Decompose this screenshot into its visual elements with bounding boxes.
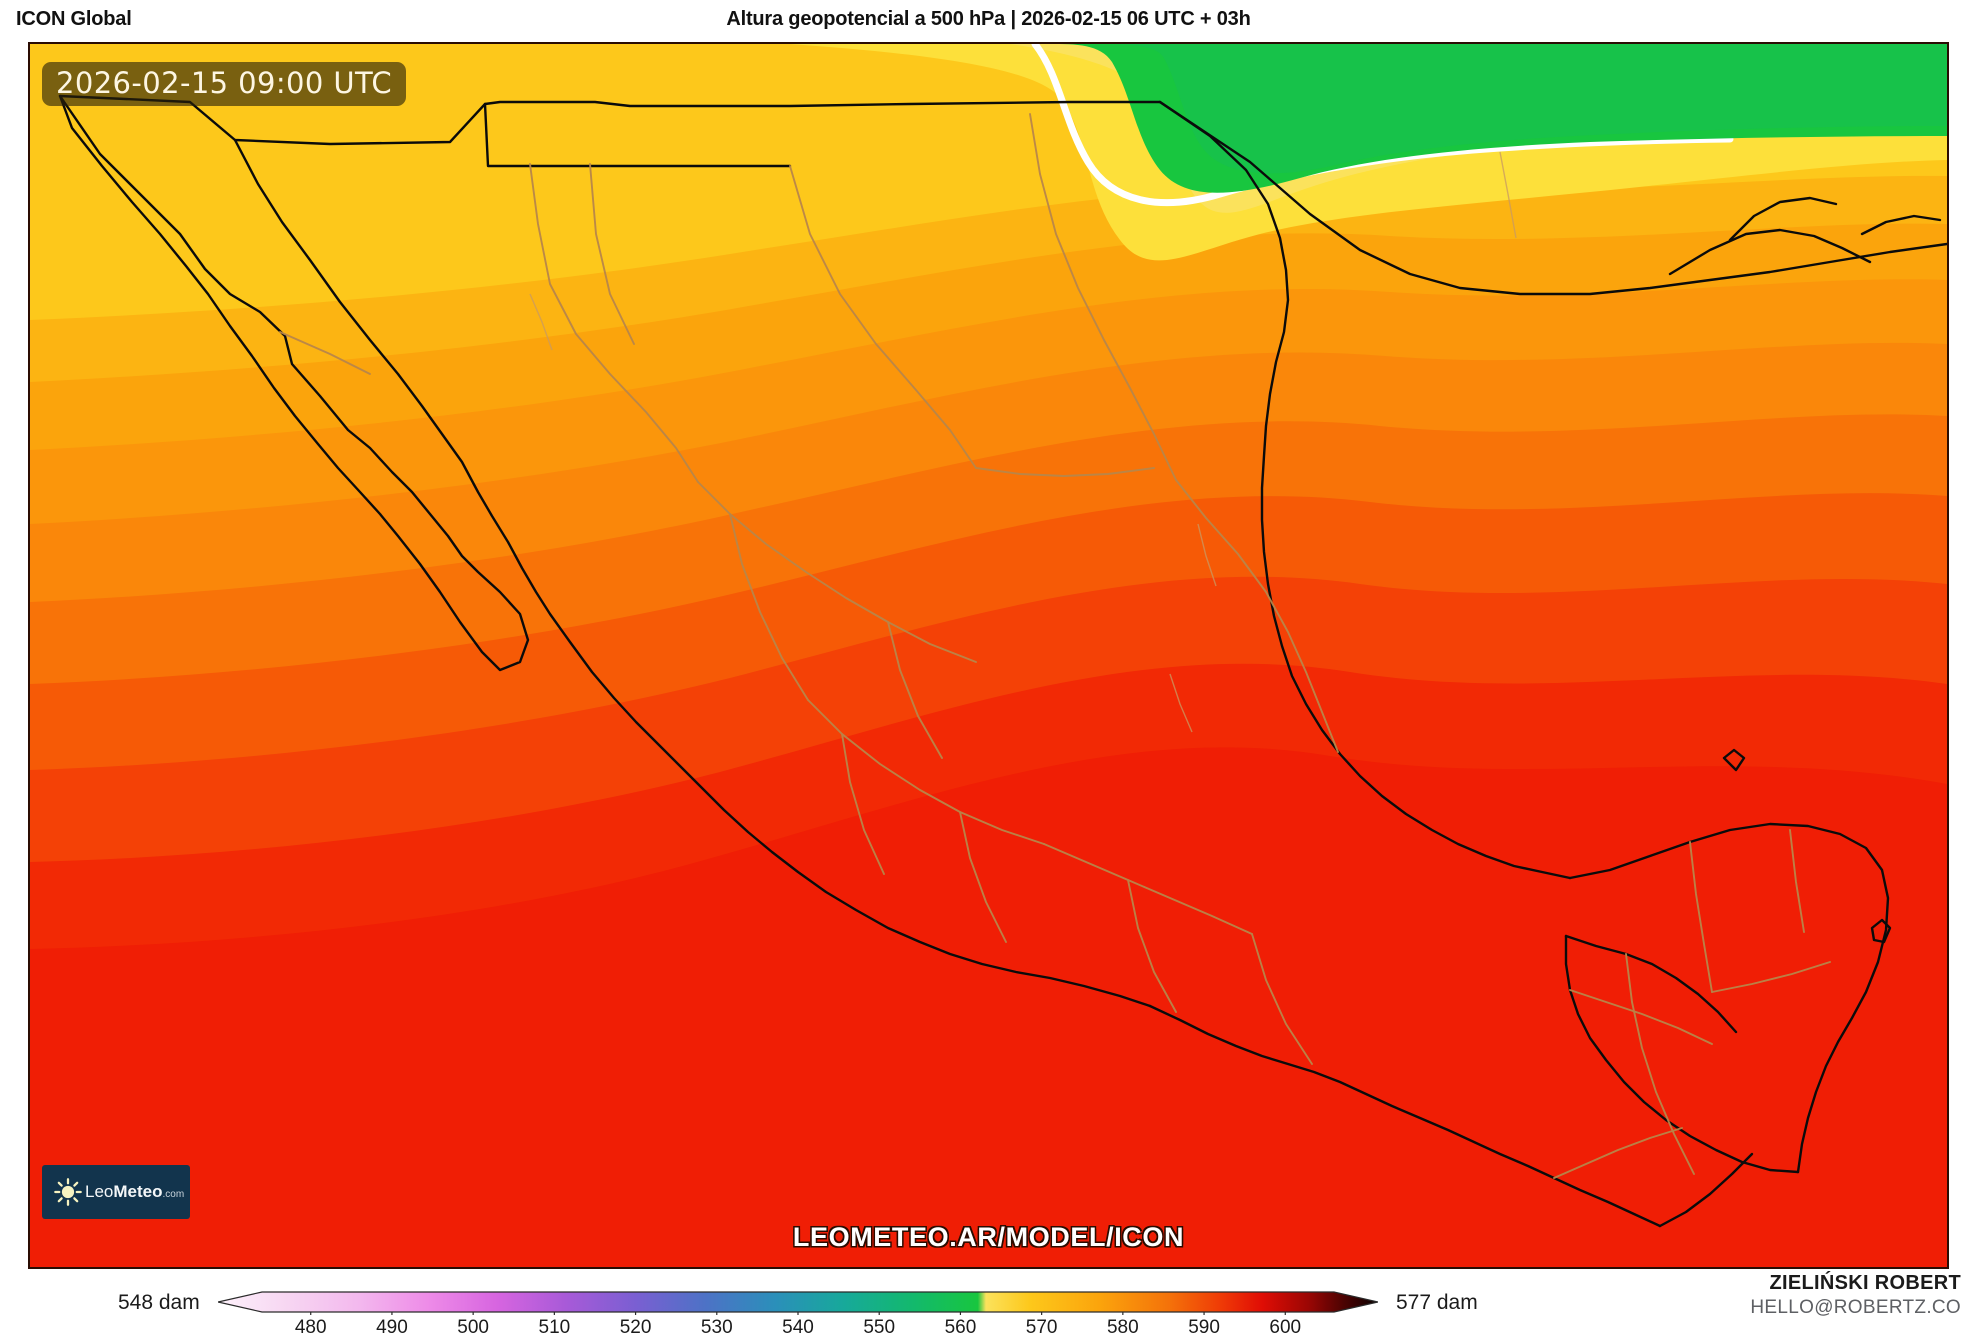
colorbar-tick-labels: 480 490 500 510 520 530 540 550 560 570 580 590 600	[218, 1317, 1378, 1339]
leometeo-wordmark: LeoMeteo.com	[85, 1182, 184, 1202]
colorbar-tick-550: 550	[863, 1317, 896, 1338]
colorbar-legend: 548 dam 577 dam 480 490 500 510 520 530 540 550…	[0, 1269, 1977, 1338]
logo-name-light: Leo	[85, 1182, 114, 1201]
model-name-label: ICON Global	[16, 8, 132, 30]
sun-icon	[54, 1178, 82, 1206]
leometeo-logo[interactable]: LeoMeteo.com	[42, 1165, 190, 1219]
colorbar-tick-510: 510	[538, 1317, 571, 1338]
valid-time-badge: 2026-02-15 09:00 UTC	[42, 62, 407, 106]
site-watermark: LEOMETEO.AR/MODEL/ICON	[792, 1222, 1185, 1252]
colorbar-tick-600: 600	[1269, 1317, 1302, 1338]
credits-block: ZIELIŃSKI ROBERT HELLO@ROBERTZ.CO	[1750, 1272, 1961, 1319]
page-title: Altura geopotencial a 500 hPa | 2026-02-…	[726, 8, 1251, 30]
colorbar-tick-500: 500	[457, 1317, 489, 1338]
colorbar-tick-520: 520	[619, 1317, 652, 1338]
colorbar-tick-530: 530	[700, 1317, 733, 1338]
weather-map-panel[interactable]: 2026-02-15 09:00 UTC LeoMeteo.com LEOMET…	[28, 42, 1949, 1269]
colorbar-tick-540: 540	[782, 1317, 814, 1338]
author-name: ZIELIŃSKI ROBERT	[1769, 1272, 1961, 1294]
colorbar-tick-590: 590	[1188, 1317, 1220, 1338]
logo-name-bold: Meteo	[113, 1182, 163, 1201]
header-bar: ICON Global Altura geopotencial a 500 hP…	[0, 0, 1977, 42]
colorbar-tick-490: 490	[376, 1317, 408, 1338]
colorbar-tick-480: 480	[294, 1317, 327, 1338]
colorbar-tick-560: 560	[944, 1317, 977, 1338]
colorbar	[218, 1289, 1378, 1315]
logo-tld: .com	[162, 1189, 185, 1200]
author-email: HELLO@ROBERTZ.CO	[1750, 1297, 1961, 1318]
legend-max-label: 577 dam	[1396, 1291, 1478, 1314]
legend-min-label: 548 dam	[118, 1291, 200, 1314]
geopotential-height-field	[30, 44, 1947, 1267]
colorbar-tick-570: 570	[1025, 1317, 1058, 1338]
colorbar-tick-580: 580	[1106, 1317, 1139, 1338]
